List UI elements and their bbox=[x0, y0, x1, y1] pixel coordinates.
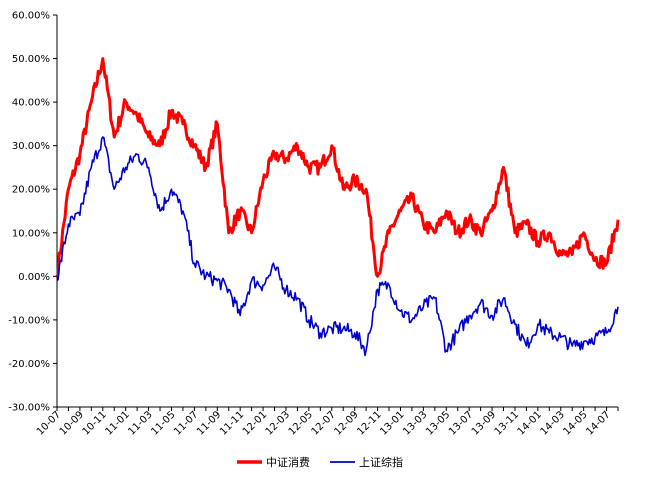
x-tick-label: 12-01 bbox=[241, 409, 269, 437]
x-tick-label: 11-11 bbox=[218, 409, 246, 437]
x-tick-label: 13-03 bbox=[401, 409, 429, 437]
x-tick-label: 12-11 bbox=[355, 409, 383, 437]
legend-label: 上证综指 bbox=[359, 455, 403, 469]
y-tick-label: 40.00% bbox=[12, 98, 50, 109]
x-tick-label: 12-05 bbox=[287, 409, 315, 437]
x-tick-label: 13-07 bbox=[447, 409, 475, 437]
y-tick-label: 30.00% bbox=[12, 141, 50, 152]
legend-label: 中证消费 bbox=[266, 455, 310, 469]
x-tick-label: 10-09 bbox=[58, 409, 86, 437]
y-tick-label: -10.00% bbox=[8, 315, 50, 326]
x-tick-label: 13-09 bbox=[470, 409, 498, 437]
y-tick-label: 60.00% bbox=[12, 11, 50, 22]
x-tick-label: 12-03 bbox=[264, 409, 292, 437]
x-tick-label: 12-09 bbox=[332, 409, 360, 437]
x-tick-label: 14-03 bbox=[539, 409, 567, 437]
x-tick-label: 14-01 bbox=[516, 409, 544, 437]
x-tick-label: 10-11 bbox=[81, 409, 109, 437]
y-tick-label: 20.00% bbox=[12, 185, 50, 196]
x-tick-label: 11-05 bbox=[149, 409, 177, 437]
y-axis-ticks: 60.00% 50.00% 40.00% 30.00% 20.00% 10.00% 0.00… bbox=[8, 11, 57, 414]
y-tick-label: 50.00% bbox=[12, 54, 50, 65]
x-tick-label: 13-11 bbox=[493, 409, 521, 437]
x-tick-label: 11-07 bbox=[172, 409, 200, 437]
y-tick-label: 10.00% bbox=[12, 228, 50, 239]
x-tick-label: 11-09 bbox=[195, 409, 223, 437]
legend: 中证消费 上证综指 bbox=[237, 455, 403, 469]
axes bbox=[56, 15, 618, 408]
y-tick-label: -30.00% bbox=[8, 403, 50, 414]
x-tick-label: 13-01 bbox=[378, 409, 406, 437]
x-tick-label: 12-07 bbox=[310, 409, 338, 437]
x-tick-label: 10-07 bbox=[35, 409, 63, 437]
x-axis-ticks: 10-0710-0910-1111-0111-0311-0511-0711-09… bbox=[35, 407, 619, 438]
series-line-sse-composite bbox=[56, 136, 619, 357]
x-tick-label: 11-01 bbox=[103, 409, 131, 437]
y-tick-label: -20.00% bbox=[8, 359, 50, 370]
x-tick-label: 14-07 bbox=[584, 409, 612, 437]
series-line-csi-consumer bbox=[55, 57, 620, 278]
x-tick-label: 13-05 bbox=[424, 409, 452, 437]
series-lines bbox=[55, 57, 620, 357]
x-tick-label: 11-03 bbox=[126, 409, 154, 437]
x-tick-label: 14-05 bbox=[561, 409, 589, 437]
y-tick-label: 0.00% bbox=[18, 272, 50, 283]
